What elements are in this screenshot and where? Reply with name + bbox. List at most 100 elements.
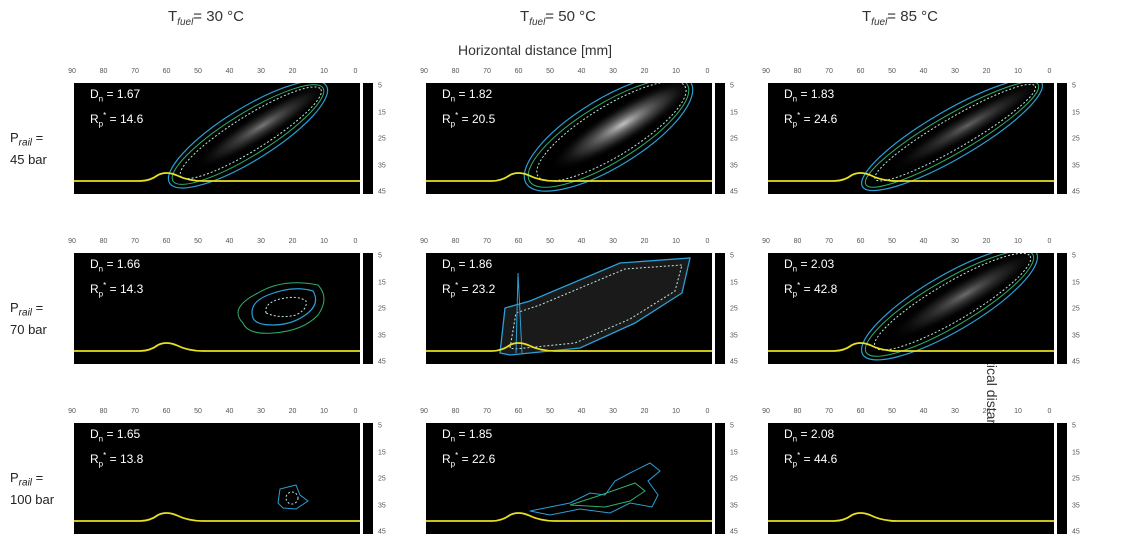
y-tick-label: 15 bbox=[730, 449, 738, 456]
right-border bbox=[1054, 253, 1057, 364]
rp-sub: p bbox=[450, 459, 456, 469]
left-border bbox=[762, 423, 768, 534]
rp-sup: * bbox=[797, 451, 801, 461]
y-tick-label: 15 bbox=[1072, 279, 1080, 286]
x-tick-label: 20 bbox=[288, 238, 297, 245]
y-tick-label: 15 bbox=[378, 279, 386, 286]
left-border bbox=[68, 423, 74, 534]
nozzle-line bbox=[768, 172, 1054, 182]
rp-symbol: R bbox=[90, 282, 99, 297]
spray-panel: 90 80 70 60 50 40 30 20 10 0 5 15 25 35 45 Dn = 2.03 Rp*… bbox=[762, 238, 1116, 366]
nozzle-line bbox=[74, 172, 360, 182]
y-tick-label: 45 bbox=[1072, 528, 1080, 536]
dn-sub: n bbox=[792, 264, 798, 274]
x-tick-label: 60 bbox=[162, 238, 171, 245]
x-tick-label: 90 bbox=[762, 68, 770, 75]
spray-image bbox=[762, 253, 1067, 364]
y-tick-label: 5 bbox=[378, 252, 382, 260]
dn-value: 1.85 bbox=[468, 427, 493, 441]
x-tick-label: 0 bbox=[705, 238, 710, 245]
left-border bbox=[420, 423, 426, 534]
y-tick-labels: 5 15 25 35 45 bbox=[1072, 420, 1092, 536]
x-tick-label: 30 bbox=[609, 68, 617, 75]
x-tick-label: 0 bbox=[705, 68, 710, 75]
nozzle-line bbox=[768, 342, 1054, 352]
y-tick-label: 15 bbox=[730, 109, 738, 116]
x-tick-label: 80 bbox=[793, 238, 802, 245]
rp-value: 14.6 bbox=[119, 112, 144, 127]
y-tick-label: 35 bbox=[1072, 162, 1080, 169]
dn-value: 1.83 bbox=[810, 87, 835, 101]
x-tick-label: 80 bbox=[793, 408, 802, 415]
y-tick-labels: 5 15 25 35 45 bbox=[730, 420, 750, 536]
dn-symbol: D bbox=[784, 87, 793, 101]
rp-sup: * bbox=[103, 111, 107, 121]
y-tick-labels: 5 15 25 35 45 bbox=[378, 80, 398, 196]
panel-annotation: Dn = 2.08 Rp* = 44.6 bbox=[784, 427, 838, 469]
left-border bbox=[68, 253, 74, 364]
y-tick-label: 5 bbox=[730, 82, 734, 90]
y-tick-label: 45 bbox=[730, 188, 738, 196]
dn-sub: n bbox=[98, 264, 104, 274]
nozzle-line bbox=[426, 512, 712, 522]
x-tick-label: 20 bbox=[640, 68, 649, 75]
contour-green bbox=[864, 253, 1035, 357]
right-border bbox=[1054, 423, 1057, 534]
x-tick-label: 20 bbox=[982, 68, 991, 75]
panel-annotation: Dn = 1.66 Rp* = 14.3 bbox=[90, 257, 144, 299]
y-tick-label: 5 bbox=[730, 252, 734, 260]
rp-sub: p bbox=[792, 459, 798, 469]
y-tick-label: 45 bbox=[730, 528, 738, 536]
x-tick-label: 70 bbox=[483, 408, 491, 415]
x-tick-label: 50 bbox=[194, 408, 202, 415]
y-tick-label: 15 bbox=[1072, 109, 1080, 116]
panel-annotation: Dn = 1.82 Rp* = 20.5 bbox=[442, 87, 496, 129]
x-tick-labels: 90 80 70 60 50 40 30 20 10 0 bbox=[68, 238, 358, 250]
x-tick-label: 60 bbox=[162, 408, 171, 415]
y-tick-label: 35 bbox=[1072, 332, 1080, 339]
dn-symbol: D bbox=[90, 427, 99, 441]
dn-sub: n bbox=[98, 434, 104, 444]
spray-panel: 90 80 70 60 50 40 30 20 10 0 5 15 25 35 45 Dn = 1.82 Rp*… bbox=[420, 68, 774, 196]
dn-value: 2.08 bbox=[810, 427, 835, 441]
panel-annotation: Dn = 1.67 Rp* = 14.6 bbox=[90, 87, 144, 129]
x-tick-labels: 90 80 70 60 50 40 30 20 10 0 bbox=[420, 68, 710, 80]
y-tick-labels: 5 15 25 35 45 bbox=[730, 250, 750, 366]
column-title-85: Tfuel= 85 °C bbox=[862, 8, 938, 28]
contour-spike bbox=[515, 272, 523, 354]
contour-outer bbox=[251, 288, 317, 326]
x-tick-label: 10 bbox=[1014, 238, 1022, 245]
x-tick-label: 80 bbox=[99, 68, 108, 75]
x-tick-label: 60 bbox=[514, 238, 523, 245]
left-border bbox=[420, 253, 426, 364]
spray-panel: 90 80 70 60 50 40 30 20 10 0 5 15 25 35 45 Dn = 1.85 Rp*… bbox=[420, 408, 774, 536]
rp-symbol: R bbox=[784, 452, 793, 467]
right-border bbox=[712, 83, 715, 194]
row-label-45: Prail = 45 bar bbox=[10, 130, 47, 167]
dn-symbol: D bbox=[442, 87, 451, 101]
x-tick-label: 10 bbox=[1014, 68, 1022, 75]
spray-panel: 90 80 70 60 50 40 30 20 10 0 5 15 25 35 45 Dn = 1.86 Rp*… bbox=[420, 238, 774, 366]
dn-value: 1.66 bbox=[116, 257, 141, 271]
rp-symbol: R bbox=[784, 282, 793, 297]
x-tick-label: 40 bbox=[225, 408, 234, 415]
dn-symbol: D bbox=[442, 427, 451, 441]
x-tick-label: 30 bbox=[257, 68, 265, 75]
x-tick-label: 0 bbox=[353, 68, 358, 75]
rp-symbol: R bbox=[442, 282, 451, 297]
x-tick-label: 90 bbox=[68, 408, 76, 415]
panel-annotation: Dn = 1.86 Rp* = 23.2 bbox=[442, 257, 496, 299]
panel-annotation: Dn = 2.03 Rp* = 42.8 bbox=[784, 257, 838, 299]
y-tick-label: 45 bbox=[1072, 188, 1080, 196]
x-tick-label: 20 bbox=[288, 68, 297, 75]
rp-symbol: R bbox=[784, 112, 793, 127]
y-tick-label: 5 bbox=[378, 82, 382, 90]
x-tick-label: 10 bbox=[320, 238, 328, 245]
y-tick-label: 35 bbox=[378, 162, 386, 169]
rp-sup: * bbox=[455, 451, 459, 461]
x-tick-label: 90 bbox=[68, 68, 76, 75]
rp-sub: p bbox=[98, 119, 104, 129]
contour-outer bbox=[167, 83, 329, 189]
x-tick-labels: 90 80 70 60 50 40 30 20 10 0 bbox=[420, 238, 710, 250]
spray-plume bbox=[860, 83, 1049, 192]
